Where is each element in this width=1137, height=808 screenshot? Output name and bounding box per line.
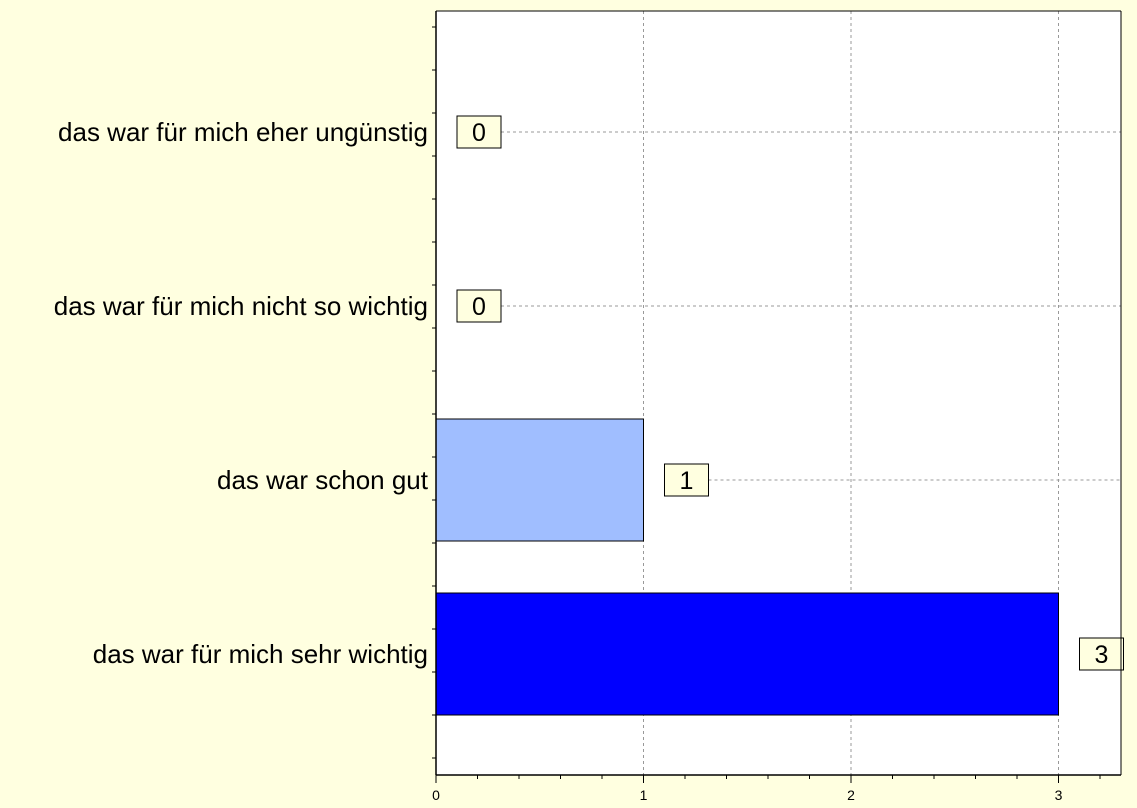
category-label: das war für mich sehr wichtig: [93, 639, 428, 669]
bar: [435, 592, 1059, 716]
value-label: 3: [1095, 641, 1109, 669]
value-label-box: [456, 115, 502, 149]
value-label: 0: [472, 293, 486, 321]
bar: [435, 418, 644, 542]
x-tick-label: 0: [432, 787, 440, 803]
x-tick-label: 2: [847, 787, 855, 803]
value-label-box: [1079, 637, 1124, 671]
category-label: das war schon gut: [217, 465, 429, 495]
category-label: das war für mich eher ungünstig: [58, 117, 428, 147]
value-label: 1: [680, 467, 694, 495]
category-label: das war für mich nicht so wichtig: [54, 291, 428, 321]
x-tick-label: 1: [640, 787, 648, 803]
x-tick-label: 3: [1055, 787, 1063, 803]
value-label: 0: [472, 119, 486, 147]
value-label-box: [664, 463, 709, 497]
value-label-box: [456, 289, 502, 323]
